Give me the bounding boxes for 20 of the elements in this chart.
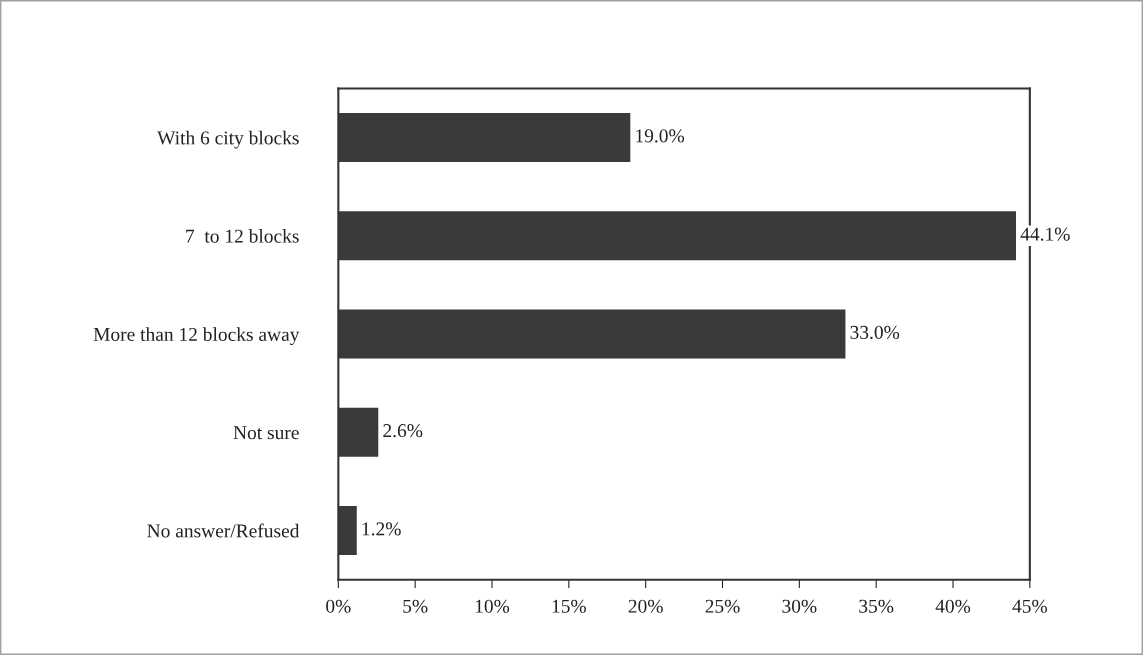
x-tick-label: 5% xyxy=(403,599,428,613)
x-tick-label: 30% xyxy=(782,599,817,613)
y-tick-label: More than 12 blocks away xyxy=(93,327,300,345)
x-tick-label: 10% xyxy=(475,599,510,613)
y-tick-label: 7 to 12 blocks xyxy=(186,229,299,243)
data-label: 2.6% xyxy=(383,424,423,438)
data-label: 33.0% xyxy=(850,325,900,339)
x-tick-label: 25% xyxy=(705,599,740,613)
y-tick-label: With 6 city blocks xyxy=(157,130,299,149)
data-label: 44.1% xyxy=(1020,227,1070,241)
x-tick-label: 0% xyxy=(326,599,351,613)
y-tick-label: No answer/Refused xyxy=(147,523,300,538)
x-tick-label: 15% xyxy=(552,599,586,613)
data-label: 19.0% xyxy=(636,129,685,143)
y-tick-label: Not sure xyxy=(233,426,299,440)
x-tick-label: 20% xyxy=(628,599,663,613)
x-tick-label: 35% xyxy=(859,599,894,613)
x-tick-label: 40% xyxy=(935,599,971,613)
x-tick-label: 45% xyxy=(1012,599,1047,613)
data-label: 1.2% xyxy=(362,522,401,536)
